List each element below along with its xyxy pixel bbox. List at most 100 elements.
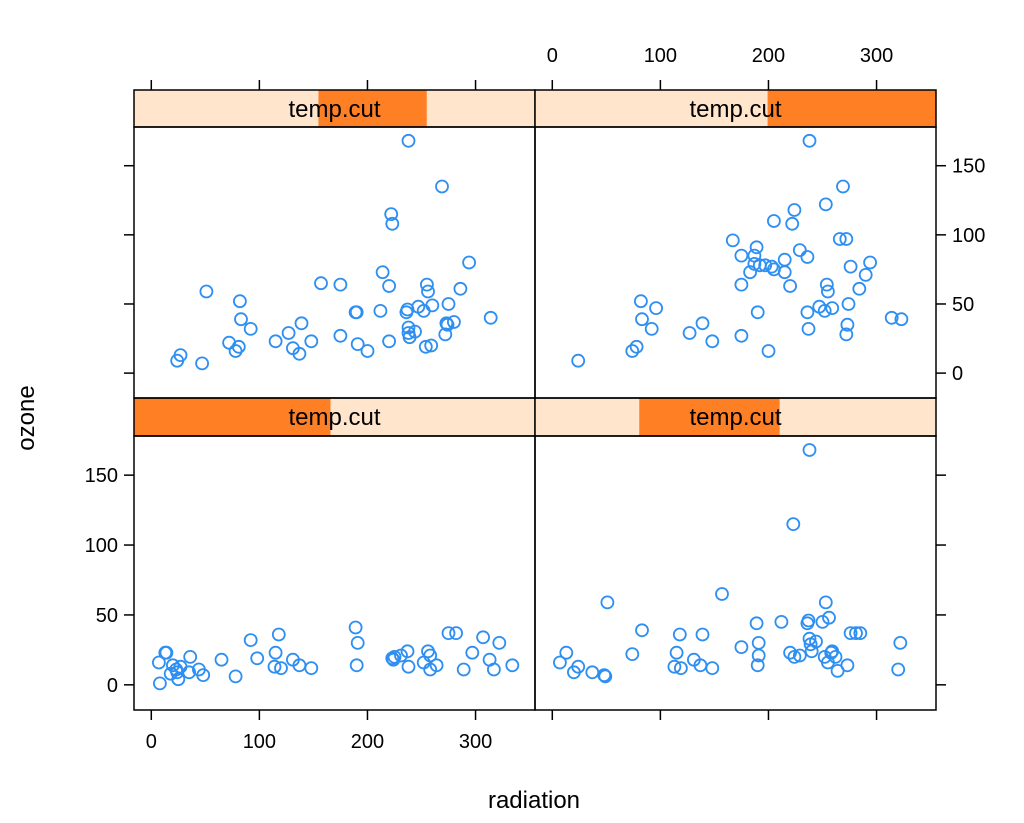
x-tick-label: 100 <box>243 731 276 753</box>
y-tick-label: 100 <box>952 225 985 247</box>
data-point <box>674 661 688 675</box>
data-point <box>802 133 817 148</box>
data-point <box>314 276 328 291</box>
data-point <box>893 636 908 650</box>
data-point <box>625 344 640 358</box>
x-tick-label: 0 <box>547 45 558 67</box>
x-tick-label: 300 <box>860 45 893 67</box>
x-tick-label: 0 <box>146 731 157 753</box>
data-point <box>571 659 586 674</box>
axes-layer: 0 100 200 300 0 100 200 300 0 50 100 150 0 50 100 150 <box>85 45 986 753</box>
strip-range-bar <box>767 90 936 127</box>
x-tick-label: 200 <box>351 731 384 753</box>
data-point <box>818 595 833 610</box>
data-point <box>231 339 246 354</box>
data-point <box>858 267 873 282</box>
data-point <box>598 669 613 684</box>
data-point <box>825 301 840 316</box>
data-point <box>250 651 265 666</box>
data-point <box>462 255 477 270</box>
data-point <box>841 297 856 311</box>
data-point <box>373 303 388 318</box>
data-point <box>801 613 816 628</box>
data-point <box>832 232 847 246</box>
data-point <box>333 277 348 292</box>
data-point <box>852 281 867 296</box>
data-point <box>553 655 567 670</box>
data-point <box>271 627 286 642</box>
panel-top-left: temp.cut <box>133 89 536 399</box>
data-point <box>649 301 663 316</box>
data-point <box>419 277 434 292</box>
data-point <box>274 661 288 675</box>
y-tick-label: 0 <box>107 675 118 697</box>
data-point <box>894 312 909 327</box>
y-tick-label: 50 <box>952 294 974 316</box>
data-point <box>839 232 854 246</box>
data-point <box>349 305 364 320</box>
data-point <box>800 305 815 320</box>
data-point <box>597 668 612 682</box>
y-tick-label: 150 <box>952 156 985 178</box>
data-point <box>750 658 765 673</box>
y-tick-label: 50 <box>96 605 118 627</box>
data-point <box>695 316 710 331</box>
panel-top-right: temp.cut <box>534 89 937 399</box>
data-point <box>743 265 757 280</box>
y-tick-label: 0 <box>952 363 963 385</box>
data-point <box>774 615 789 629</box>
data-point <box>350 636 365 650</box>
data-point <box>476 630 491 645</box>
data-point <box>785 216 800 231</box>
data-point <box>787 203 802 217</box>
x-axis-title: radiation <box>488 787 580 814</box>
data-point <box>734 277 749 292</box>
data-point <box>453 281 468 296</box>
data-point <box>715 587 729 601</box>
data-point <box>884 310 899 325</box>
data-point <box>635 312 649 327</box>
data-point <box>802 443 817 457</box>
data-point <box>629 339 644 354</box>
panels-layer: temp.cut temp.cut temp.cut temp.cut <box>133 89 937 711</box>
data-point <box>843 626 858 640</box>
data-point <box>758 258 773 273</box>
data-point <box>818 197 833 212</box>
data-point <box>441 626 456 640</box>
data-point <box>384 207 399 222</box>
data-point <box>817 303 832 318</box>
data-point <box>792 648 807 663</box>
data-point <box>492 636 507 650</box>
data-point <box>634 294 648 309</box>
data-point <box>183 650 198 664</box>
data-point <box>387 650 402 664</box>
panel-frame <box>534 435 937 711</box>
strip-label: temp.cut <box>288 404 380 431</box>
data-point <box>385 651 400 666</box>
data-point <box>667 659 682 674</box>
data-point <box>802 631 817 646</box>
data-point <box>243 633 258 647</box>
data-point <box>747 256 762 271</box>
data-point <box>294 316 309 331</box>
data-point <box>349 658 364 673</box>
data-point <box>425 298 440 313</box>
data-point <box>400 644 415 659</box>
data-point <box>151 655 166 670</box>
data-point <box>822 610 836 625</box>
data-point <box>695 627 710 642</box>
x-tick-label: 300 <box>459 731 492 753</box>
data-point <box>423 648 438 663</box>
data-point <box>429 658 444 673</box>
data-point <box>449 626 464 640</box>
x-tick-label: 100 <box>644 45 677 67</box>
data-point <box>421 284 435 299</box>
data-point <box>777 252 792 267</box>
data-point <box>486 662 501 677</box>
data-point <box>382 334 397 349</box>
data-point <box>382 279 397 293</box>
data-point <box>705 334 720 349</box>
data-point <box>585 665 600 680</box>
data-point <box>292 346 307 361</box>
